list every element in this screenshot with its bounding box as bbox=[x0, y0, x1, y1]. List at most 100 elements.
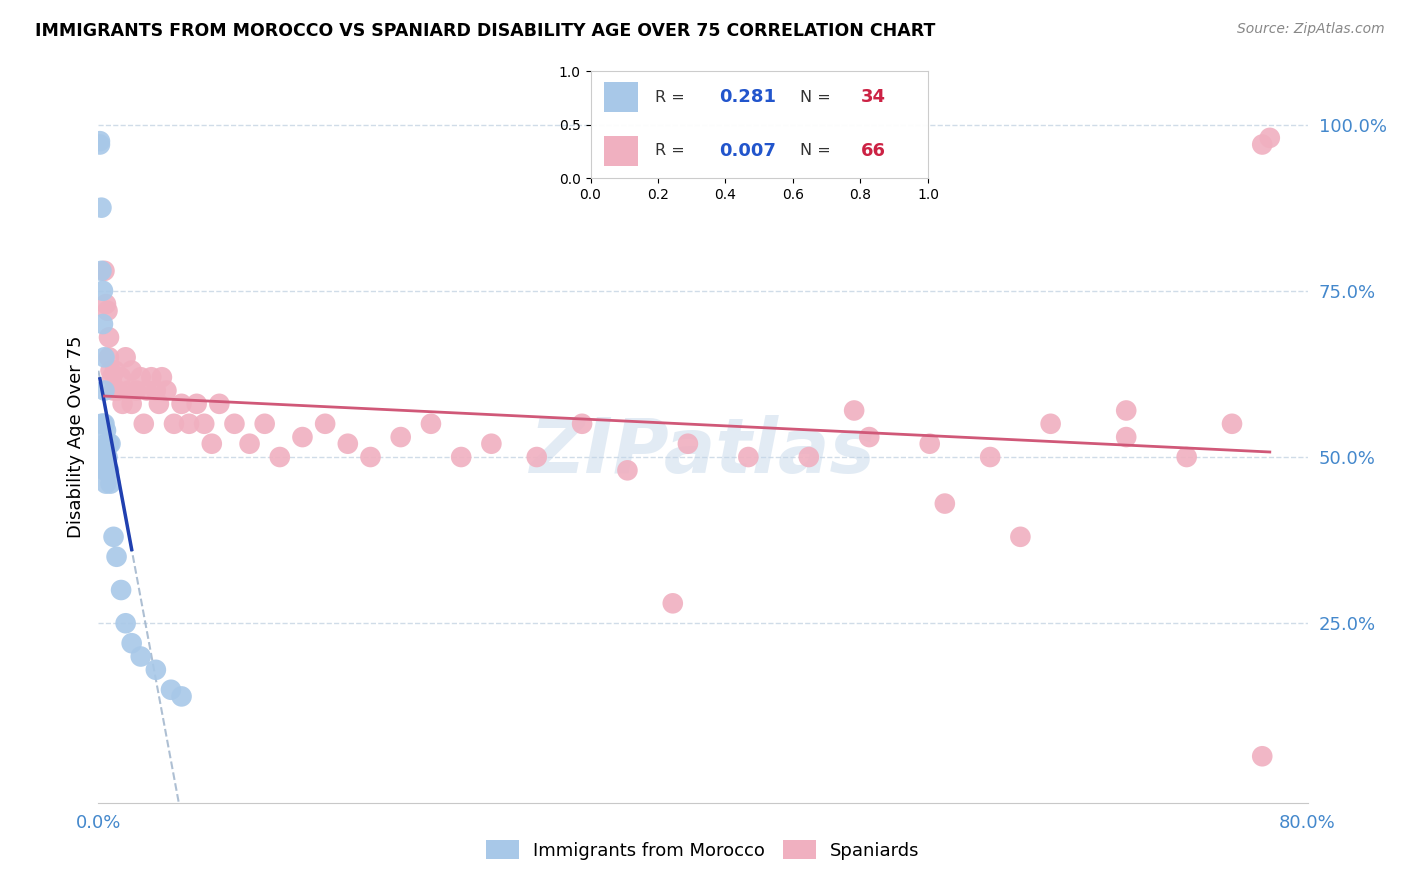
Point bbox=[1115, 430, 1137, 444]
Point bbox=[121, 636, 143, 650]
Point bbox=[98, 330, 121, 344]
Text: Source: ZipAtlas.com: Source: ZipAtlas.com bbox=[1237, 22, 1385, 37]
Point bbox=[100, 436, 122, 450]
Text: N =: N = bbox=[800, 143, 835, 158]
Point bbox=[98, 436, 121, 450]
Point bbox=[107, 384, 129, 398]
Point bbox=[616, 463, 638, 477]
Point bbox=[110, 582, 132, 597]
FancyBboxPatch shape bbox=[605, 136, 638, 166]
Point bbox=[526, 450, 548, 464]
Point bbox=[224, 417, 246, 431]
Text: IMMIGRANTS FROM MOROCCO VS SPANIARD DISABILITY AGE OVER 75 CORRELATION CHART: IMMIGRANTS FROM MOROCCO VS SPANIARD DISA… bbox=[35, 22, 935, 40]
Point bbox=[918, 436, 941, 450]
Point bbox=[979, 450, 1001, 464]
Text: ZIPatlas: ZIPatlas bbox=[530, 415, 876, 489]
Point bbox=[934, 497, 956, 511]
Point bbox=[844, 403, 866, 417]
Point bbox=[98, 351, 121, 365]
Text: 66: 66 bbox=[860, 142, 886, 160]
Point bbox=[336, 436, 359, 450]
Point bbox=[103, 384, 125, 398]
Point bbox=[125, 384, 148, 398]
Point bbox=[93, 417, 115, 431]
Point bbox=[858, 430, 880, 444]
Point bbox=[269, 450, 291, 464]
Point bbox=[100, 363, 122, 377]
Text: 0.281: 0.281 bbox=[718, 88, 776, 106]
Text: R =: R = bbox=[655, 143, 689, 158]
Point bbox=[450, 450, 472, 464]
Legend: Immigrants from Morocco, Spaniards: Immigrants from Morocco, Spaniards bbox=[479, 833, 927, 867]
Point bbox=[90, 264, 112, 278]
Point bbox=[389, 430, 412, 444]
Point bbox=[135, 384, 157, 398]
Point bbox=[93, 264, 115, 278]
Point bbox=[114, 351, 136, 365]
Point bbox=[89, 134, 111, 148]
Point bbox=[253, 417, 276, 431]
Text: 34: 34 bbox=[860, 88, 886, 106]
Text: N =: N = bbox=[800, 89, 835, 104]
FancyBboxPatch shape bbox=[605, 82, 638, 112]
Point bbox=[179, 417, 201, 431]
Point bbox=[98, 463, 121, 477]
Point bbox=[1115, 403, 1137, 417]
Point bbox=[571, 417, 593, 431]
Point bbox=[1258, 131, 1281, 145]
Point bbox=[94, 463, 117, 477]
Point bbox=[186, 397, 208, 411]
Point bbox=[93, 384, 115, 398]
Point bbox=[129, 370, 152, 384]
Point bbox=[132, 417, 155, 431]
Point bbox=[91, 450, 114, 464]
Point bbox=[291, 430, 314, 444]
Point bbox=[103, 530, 125, 544]
Point bbox=[661, 596, 683, 610]
Point bbox=[1039, 417, 1062, 431]
Point bbox=[96, 303, 118, 318]
Point bbox=[114, 616, 136, 631]
Point bbox=[91, 284, 114, 298]
Point bbox=[101, 370, 124, 384]
Point bbox=[93, 450, 115, 464]
Point bbox=[141, 370, 163, 384]
Point bbox=[90, 201, 112, 215]
Point bbox=[96, 436, 118, 450]
Point bbox=[91, 317, 114, 331]
Point bbox=[129, 649, 152, 664]
Point bbox=[208, 397, 231, 411]
Text: R =: R = bbox=[655, 89, 689, 104]
Point bbox=[155, 384, 177, 398]
Point bbox=[96, 450, 118, 464]
Text: 0.007: 0.007 bbox=[718, 142, 776, 160]
Point bbox=[1251, 749, 1274, 764]
Point bbox=[93, 463, 115, 477]
Point bbox=[481, 436, 503, 450]
Point bbox=[145, 663, 167, 677]
Point bbox=[148, 397, 170, 411]
Point bbox=[150, 370, 173, 384]
Point bbox=[94, 297, 117, 311]
Point bbox=[737, 450, 759, 464]
Point bbox=[105, 384, 128, 398]
Point bbox=[1010, 530, 1032, 544]
Point bbox=[1220, 417, 1243, 431]
Point bbox=[121, 363, 143, 377]
Point bbox=[676, 436, 699, 450]
Point bbox=[163, 417, 186, 431]
Point bbox=[420, 417, 443, 431]
Point bbox=[94, 450, 117, 464]
Point bbox=[91, 417, 114, 431]
Point bbox=[94, 424, 117, 438]
Point bbox=[145, 384, 167, 398]
Point bbox=[1175, 450, 1198, 464]
Point bbox=[118, 384, 141, 398]
Point bbox=[360, 450, 382, 464]
Point bbox=[121, 397, 143, 411]
Y-axis label: Disability Age Over 75: Disability Age Over 75 bbox=[66, 335, 84, 539]
Point bbox=[94, 476, 117, 491]
Point bbox=[239, 436, 262, 450]
Point bbox=[314, 417, 336, 431]
Point bbox=[193, 417, 215, 431]
